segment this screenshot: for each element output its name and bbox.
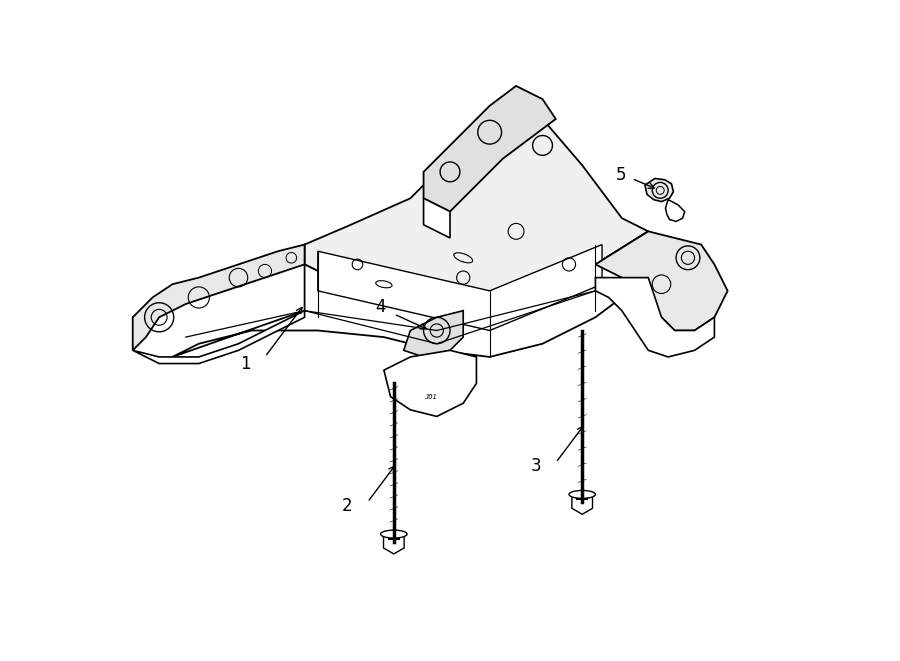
Polygon shape — [132, 245, 304, 350]
Polygon shape — [596, 231, 727, 330]
Polygon shape — [424, 86, 556, 212]
Polygon shape — [304, 99, 648, 304]
Text: 1: 1 — [239, 354, 250, 373]
Polygon shape — [424, 198, 450, 238]
Text: 3: 3 — [531, 457, 541, 475]
Text: 4: 4 — [375, 298, 386, 317]
Polygon shape — [318, 245, 602, 330]
Polygon shape — [596, 278, 715, 357]
Polygon shape — [665, 200, 685, 221]
Text: 5: 5 — [616, 166, 625, 184]
Polygon shape — [384, 350, 476, 416]
Polygon shape — [132, 311, 304, 364]
Ellipse shape — [569, 490, 596, 498]
Text: JO1: JO1 — [424, 393, 436, 400]
Polygon shape — [645, 178, 673, 202]
Ellipse shape — [381, 530, 407, 538]
Polygon shape — [383, 530, 404, 554]
Polygon shape — [173, 231, 648, 357]
Polygon shape — [572, 490, 592, 514]
Polygon shape — [404, 311, 464, 357]
Text: 2: 2 — [342, 496, 353, 515]
